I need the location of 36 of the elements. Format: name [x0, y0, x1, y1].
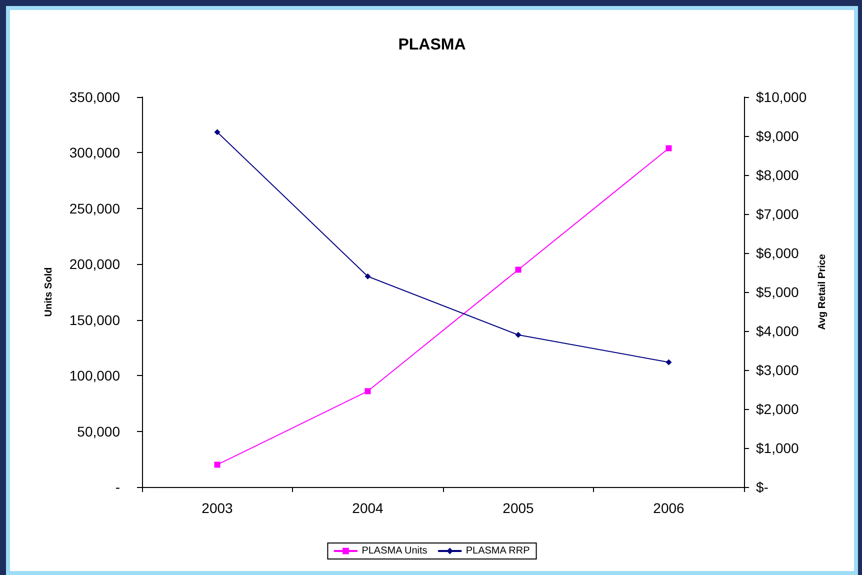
y2-tick-label: $5,000: [756, 284, 800, 300]
legend-label: PLASMA Units: [362, 546, 428, 556]
point: [515, 332, 522, 338]
x-tick-label: 2003: [202, 500, 234, 516]
point: [214, 129, 220, 136]
y-tick-label: -: [115, 479, 120, 495]
y2-tick-label: $4,000: [756, 323, 800, 339]
legend-label: PLASMA RRP: [466, 546, 530, 556]
y2-tick-label: $10,000: [756, 89, 807, 105]
x-tick-label: 2006: [653, 500, 685, 516]
y-tick-label: 200,000: [69, 256, 120, 272]
y2-tick-label: $1,000: [756, 440, 800, 456]
y2-tick-label: $8,000: [756, 167, 800, 183]
y-axis-title: Units Sold: [44, 267, 54, 317]
y2-tick-label: $7,000: [756, 206, 800, 222]
y2-tick-label: $2,000: [756, 401, 800, 417]
point: [214, 462, 220, 468]
y2-tick-label: $-: [756, 479, 769, 495]
y2-tick-label: $9,000: [756, 128, 800, 144]
point: [515, 266, 522, 273]
y-tick-label: 250,000: [69, 200, 120, 216]
y-tick-label: 300,000: [69, 144, 120, 161]
point: [364, 273, 371, 280]
point: [666, 359, 672, 366]
point: [666, 145, 672, 152]
y2-tick-label: $3,000: [756, 362, 800, 378]
x-tick-label: 2004: [352, 500, 384, 516]
y-tick-label: 100,000: [69, 368, 120, 384]
chart-title: PLASMA: [398, 36, 466, 54]
y-tick-label: 50,000: [77, 423, 120, 440]
point: [364, 388, 371, 394]
x-tick-label: 2005: [502, 500, 534, 516]
y-tick-label: 150,000: [69, 312, 120, 328]
y-tick-label: 350,000: [69, 89, 120, 105]
y2-axis-title: Avg Retail Price: [817, 254, 828, 330]
y2-tick-label: $6,000: [756, 245, 800, 261]
